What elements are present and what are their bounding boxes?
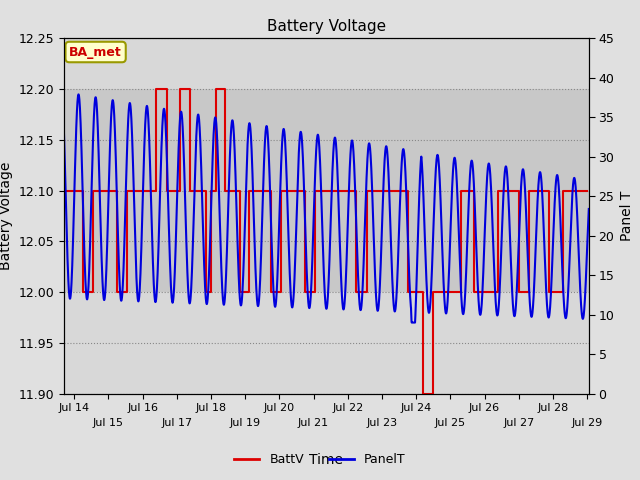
Legend: BattV, PanelT: BattV, PanelT	[229, 448, 411, 471]
X-axis label: Time: Time	[309, 453, 344, 467]
Y-axis label: Panel T: Panel T	[620, 191, 634, 241]
Title: Battery Voltage: Battery Voltage	[267, 20, 386, 35]
Bar	[64, 89, 589, 292]
Text: BA_met: BA_met	[69, 46, 122, 59]
Y-axis label: Battery Voltage: Battery Voltage	[0, 162, 13, 270]
